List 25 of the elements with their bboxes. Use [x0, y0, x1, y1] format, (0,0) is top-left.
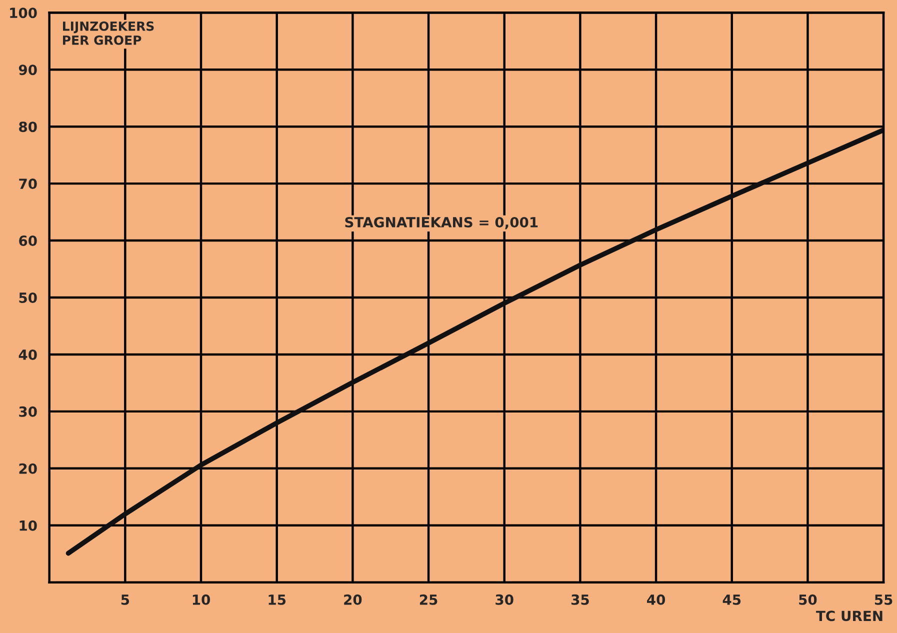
- y-tick-label: 80: [19, 122, 37, 132]
- y-axis-title: LIJNZOEKERS PER GROEP: [62, 21, 154, 45]
- y-tick-label: 50: [19, 292, 37, 303]
- line-series: [66, 128, 884, 556]
- y-tick-label: 30: [19, 406, 37, 417]
- y-tick-label: 100: [10, 8, 37, 18]
- x-tick-label: 25: [420, 594, 438, 605]
- x-tick-label: 30: [496, 594, 514, 605]
- x-tick-label: 45: [722, 594, 741, 605]
- annotation: STAGNATIEKANS = 0,001: [345, 216, 538, 230]
- x-tick-label: 40: [646, 594, 666, 605]
- x-tick-label: 50: [799, 594, 817, 605]
- y-tick-label: 60: [19, 236, 37, 246]
- y-tick-label: 10: [20, 520, 37, 531]
- y-tick-label: 70: [19, 178, 37, 190]
- x-tick-label: 15: [268, 594, 286, 605]
- y-tick-label: 20: [19, 463, 37, 474]
- x-tick-label: 20: [344, 594, 362, 605]
- x-axis-title: TC UREN: [816, 610, 882, 622]
- x-tick-label: 10: [192, 594, 210, 605]
- y-tick-label: 90: [18, 64, 37, 76]
- y-tick-label: 40: [18, 349, 37, 360]
- x-tick-label: 35: [571, 594, 589, 605]
- x-tick-label: 5: [121, 594, 130, 605]
- x-tick-label: 55: [874, 594, 892, 605]
